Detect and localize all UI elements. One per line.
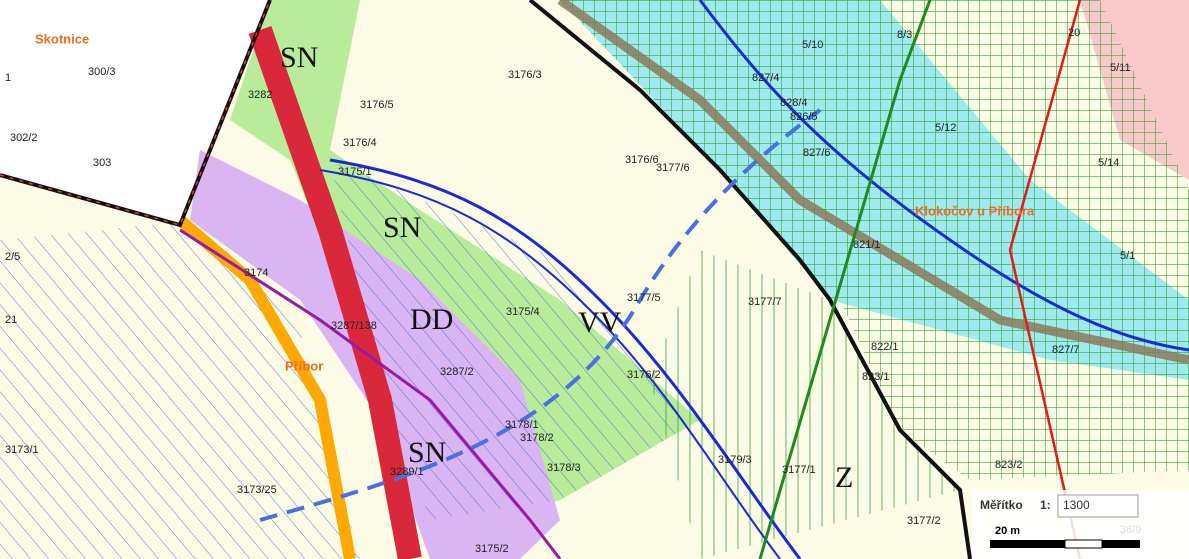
- parcel-label: 3177/2: [907, 515, 941, 527]
- parcel-label: 302/2: [10, 132, 38, 144]
- parcel-label: 3175/2: [475, 543, 509, 555]
- zone-label: SN: [280, 41, 318, 74]
- dashed-line: [259, 108, 822, 522]
- parcel-label: 3289/1: [390, 466, 424, 478]
- parcel-label: 3173/1: [5, 444, 39, 456]
- parcel-label: 827/7: [1052, 344, 1080, 356]
- scale-bar-segment: [1064, 539, 1103, 549]
- hatch-center: [330, 160, 700, 520]
- parcel-label: 3178/3: [547, 462, 581, 474]
- parcel-label: 3179/3: [718, 454, 752, 466]
- parcel-label: 3175/1: [338, 166, 372, 178]
- parcel-label: 3177/1: [782, 464, 816, 476]
- place-label: Skotnice: [35, 31, 89, 46]
- parcel-label: 828/4: [780, 97, 808, 109]
- parcel-label: 5/1: [1120, 250, 1135, 262]
- green-line: [758, 0, 932, 559]
- zone-label: DD: [410, 303, 453, 336]
- parcel-label: 5/11: [1110, 62, 1131, 74]
- scale-value[interactable]: 1300: [1063, 498, 1090, 512]
- parcel-label: 5/14: [1098, 157, 1119, 169]
- parcel-label: 3176/6: [625, 154, 659, 166]
- orange-boundary: [176, 215, 356, 559]
- parcel-label: 827/4: [752, 72, 780, 84]
- blue-stream: [329, 158, 802, 559]
- parcel-label: 3176/4: [343, 137, 377, 149]
- parcel-label: 826/5: [790, 111, 818, 123]
- place-label: Klokočov u Příbora: [915, 203, 1035, 218]
- parcel-label: 20: [1068, 27, 1080, 39]
- parcel-label: 3176/5: [360, 99, 394, 111]
- zone-label: VV: [578, 306, 622, 339]
- parcel-label: 823/2: [995, 459, 1023, 471]
- parcel-label: 827/6: [803, 147, 831, 159]
- parcel-label: 21: [5, 314, 17, 326]
- parcel-label: 821/1: [853, 239, 881, 251]
- parcel-label: 3178/1: [505, 419, 539, 431]
- purple-line: [179, 228, 562, 559]
- zone-label: SN: [408, 436, 446, 469]
- parcel-label: 303: [93, 157, 111, 169]
- parcel-label: 3282: [248, 89, 272, 101]
- parcel-label: 2/5: [5, 251, 20, 263]
- parcel-label: 3178/2: [520, 432, 554, 444]
- parcel-label: 3177/6: [656, 162, 690, 174]
- parcel-label: 8/3: [897, 29, 912, 41]
- blue-stream-2: [319, 169, 781, 559]
- boundary-west-dash: [0, 0, 271, 226]
- zone-label: SN: [383, 211, 421, 244]
- brown-road: [557, 0, 1189, 365]
- parcel-label: 3176/3: [508, 69, 542, 81]
- parcel-label: 3287/138: [331, 320, 377, 332]
- scale-input[interactable]: [1057, 494, 1139, 518]
- scale-label: Měřítko: [980, 498, 1023, 512]
- scale-ratio: 1:: [1040, 498, 1051, 512]
- red-line: [1008, 0, 1082, 559]
- parcel-label: 823/1: [862, 371, 890, 383]
- parcel-label: 5/12: [935, 122, 956, 134]
- boundary-east: [528, 0, 972, 559]
- parcel-label: 1: [5, 72, 11, 84]
- parcel-label: 3287/2: [440, 366, 474, 378]
- parcel-label: 3173/25: [237, 484, 277, 496]
- parcel-label: 3177/7: [748, 296, 782, 308]
- parcel-label: 300/3: [88, 66, 116, 78]
- parcel-label: 3176/2: [627, 369, 661, 381]
- parcel-label: 3177/5: [627, 292, 661, 304]
- zone-label: Z: [835, 461, 853, 494]
- blue-stream-3: [698, 0, 1189, 352]
- area-water-grid: [560, 0, 1189, 380]
- parcel-label: 5/10: [802, 39, 823, 51]
- parcel-label: 3174: [244, 267, 268, 279]
- place-label: Příbor: [285, 358, 323, 373]
- parcel-label: 822/1: [871, 341, 899, 353]
- parcel-label: 3175/4: [506, 306, 540, 318]
- scale-bar-label: 20 m: [995, 525, 1020, 537]
